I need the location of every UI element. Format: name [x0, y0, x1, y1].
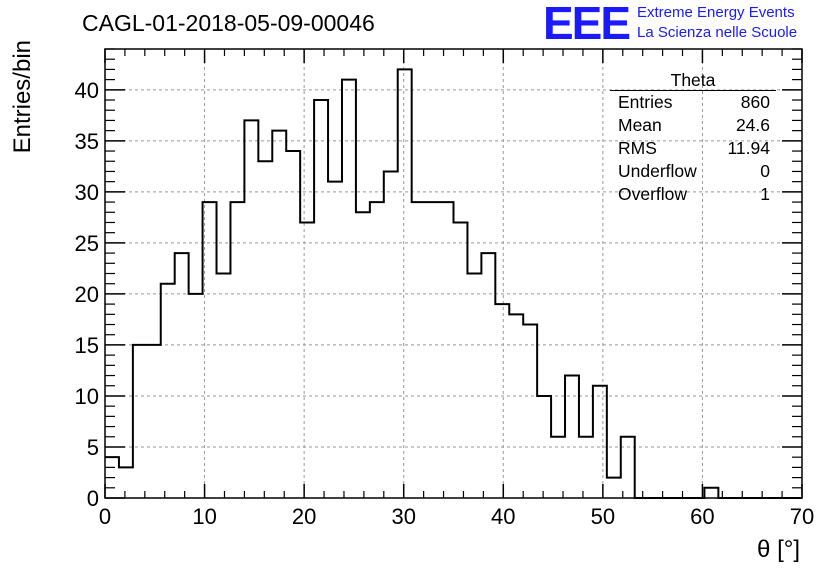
- stats-row-underflow: Underflow 0: [610, 160, 776, 183]
- y-tick-label: 25: [75, 231, 99, 256]
- x-tick-label: 60: [690, 504, 714, 529]
- x-tick-label: 20: [292, 504, 316, 529]
- x-tick-label: 70: [790, 504, 814, 529]
- stats-label: Entries: [618, 92, 673, 112]
- histogram-series: [105, 68, 802, 499]
- stats-value: 860: [740, 92, 770, 112]
- stats-value: 0: [760, 161, 770, 181]
- y-tick-label: 30: [75, 180, 99, 205]
- y-tick-label: 20: [75, 282, 99, 307]
- axis-ticks: [104, 48, 803, 499]
- y-tick-label: 15: [75, 333, 99, 358]
- stats-label: Underflow: [618, 161, 697, 181]
- stats-value: 11.94: [727, 138, 771, 158]
- y-tick-label: 5: [87, 435, 99, 460]
- x-tick-label: 40: [491, 504, 515, 529]
- y-axis-label: Entries/bin: [9, 40, 36, 153]
- stats-value: 1: [760, 184, 770, 204]
- grid-lines: [105, 49, 802, 498]
- y-tick-label: 40: [75, 78, 99, 103]
- page-title: CAGL-01-2018-05-09-00046: [82, 10, 375, 36]
- x-tick-label: 0: [99, 504, 111, 529]
- logo-subtitle-2: La Scienza nelle Scuole: [637, 24, 798, 41]
- stats-label: Mean: [618, 115, 662, 135]
- eee-logo: EEE: [543, 0, 631, 49]
- y-tick-label: 0: [87, 486, 99, 511]
- stats-row-overflow: Overflow 1: [610, 183, 776, 206]
- x-tick-label: 50: [591, 504, 615, 529]
- stats-row-rms: RMS 11.94: [610, 137, 776, 160]
- stats-row-entries: Entries 860: [610, 91, 776, 114]
- logo-subtitle-1: Extreme Energy Events: [637, 4, 795, 21]
- stats-box: Theta Entries 860 Mean 24.6 RMS 11.94 Un…: [610, 70, 776, 206]
- y-tick-label: 10: [75, 384, 99, 409]
- x-axis-label: θ [°]: [757, 536, 800, 563]
- x-tick-label: 30: [391, 504, 415, 529]
- stats-label: RMS: [618, 138, 657, 158]
- y-tick-label: 35: [75, 129, 99, 154]
- stats-title: Theta: [610, 70, 776, 91]
- x-tick-label: 10: [192, 504, 216, 529]
- stats-row-mean: Mean 24.6: [610, 114, 776, 137]
- stats-label: Overflow: [618, 184, 688, 204]
- stats-value: 24.6: [735, 115, 770, 135]
